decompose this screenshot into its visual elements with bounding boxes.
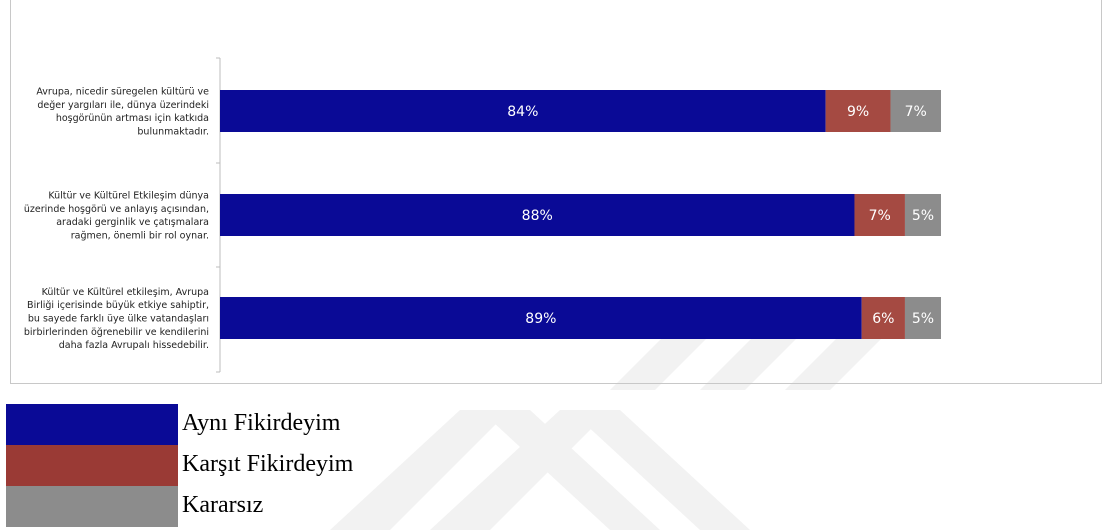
category-label-1: Kültür ve Kültürel Etkileşim dünya üzerin… [24, 191, 209, 242]
category-label-2-line-3: birbirlerinden öğrenebilir ve kendilerin… [24, 327, 209, 338]
data-label-disagree-1: 7% [869, 208, 891, 224]
data-label-agree-2: 89% [525, 311, 556, 327]
bar-agree-2 [220, 297, 862, 339]
data-label-disagree-0: 9% [847, 104, 869, 120]
category-label-2-line-0: Kültür ve Kültürel etkileşim, Avrupa [42, 287, 209, 298]
bar-disagree-1 [854, 194, 905, 236]
category-label-2-line-2: bu sayede farklı üye ülke vatandaşları [28, 314, 209, 325]
category-label-1-line-1: üzerinde hoşgörü ve anlayış açısından, [24, 204, 209, 215]
legend-item-disagree: Karşıt Fikirdeyim [6, 445, 486, 486]
bar-undecided-2 [904, 297, 941, 339]
data-label-agree-1: 88% [522, 208, 553, 224]
chart-frame [10, 0, 1102, 384]
category-label-1-line-0: Kültür ve Kültürel Etkileşim dünya [48, 191, 209, 202]
legend-label-disagree: Karşıt Fikirdeyim [182, 451, 354, 477]
legend-swatch-disagree [6, 445, 178, 486]
legend-item-undecided: Kararsız [6, 486, 486, 527]
data-label-undecided-0: 7% [905, 104, 927, 120]
category-label-2: Kültür ve Kültürel etkileşim, Avrupa Birl… [24, 287, 209, 351]
bar-undecided-0 [890, 90, 941, 132]
category-label-0: Avrupa, nicedir süregelen kültürü ve değe… [36, 87, 209, 138]
category-label-2-line-4: daha fazla Avrupalı hissedebilir. [59, 340, 209, 351]
category-label-1-line-3: rağmen, önemli bir rol oynar. [71, 230, 209, 241]
data-label-agree-0: 84% [507, 104, 538, 120]
legend-item-agree: Aynı Fikirdeyim [6, 404, 486, 445]
bar-agree-0 [220, 90, 826, 132]
category-label-1-line-2: aradaki gerginlik ve çatışmalara [56, 217, 209, 228]
legend-swatch-agree [6, 404, 178, 445]
category-label-0-line-0: Avrupa, nicedir süregelen kültürü ve [36, 87, 209, 98]
category-label-0-line-2: hoşgörünün artması için katkıda [56, 113, 209, 124]
stacked-bar-chart: Avrupa, nicedir süregelen kültürü ve değe… [24, 57, 941, 373]
category-label-0-line-1: değer yargıları ile, dünya üzerindeki [37, 100, 209, 111]
legend-label-agree: Aynı Fikirdeyim [182, 410, 341, 436]
data-label-undecided-1: 5% [912, 208, 934, 224]
bar-agree-1 [220, 194, 855, 236]
data-label-undecided-2: 5% [912, 311, 934, 327]
bar-disagree-2 [861, 297, 905, 339]
legend-label-undecided: Kararsız [182, 492, 264, 518]
category-label-2-line-1: Birliği içerisinde büyük etkiye sahiptir… [27, 300, 209, 311]
legend-swatch-undecided [6, 486, 178, 527]
bar-undecided-1 [904, 194, 941, 236]
bar-disagree-0 [825, 90, 891, 132]
data-label-disagree-2: 6% [872, 311, 894, 327]
category-label-0-line-3: bulunmaktadır. [137, 126, 209, 137]
